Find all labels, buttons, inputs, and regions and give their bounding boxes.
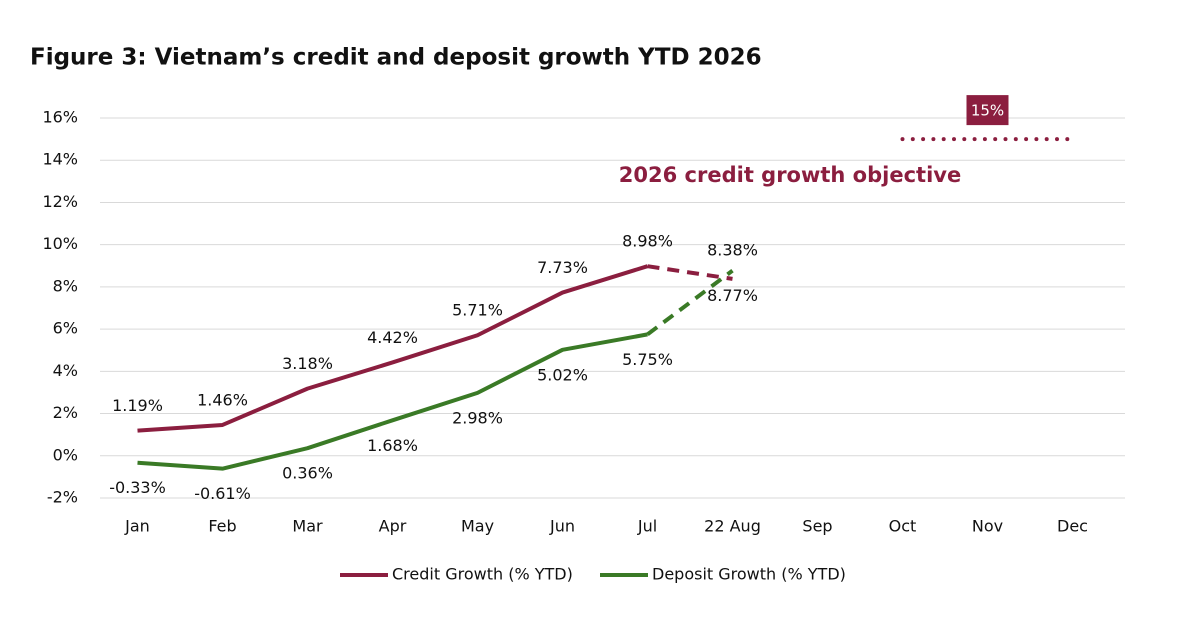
data-label: -0.33% (109, 478, 166, 497)
x-tick-label: Feb (208, 517, 236, 536)
x-tick-label: Jun (549, 517, 575, 536)
x-tick-label: 22 Aug (704, 517, 761, 536)
y-tick-label: -2% (47, 488, 78, 507)
series-line (137, 264, 649, 433)
y-tick-label: 12% (42, 192, 78, 211)
x-tick-label: Nov (972, 517, 1003, 536)
series-line (137, 332, 648, 471)
target-label-box (966, 95, 1009, 126)
data-label: 7.73% (537, 258, 588, 277)
y-tick-label: 14% (42, 150, 78, 169)
series-line (647, 264, 733, 281)
y-tick-label: 8% (53, 276, 78, 295)
y-tick-label: 16% (42, 108, 78, 127)
data-label: 0.36% (282, 464, 333, 483)
data-label: -0.61% (194, 484, 251, 503)
data-label: 5.02% (537, 365, 588, 384)
data-label: 5.75% (622, 350, 673, 369)
data-label: 5.71% (452, 301, 503, 320)
data-label: 2.98% (452, 408, 503, 427)
y-tick-label: 6% (53, 319, 78, 338)
target-label: 15% (971, 102, 1004, 120)
target-annotation: 2026 credit growth objective (619, 163, 961, 187)
data-label: 1.68% (367, 436, 418, 455)
data-label: 1.46% (197, 390, 248, 409)
y-tick-label: 2% (53, 403, 78, 422)
x-tick-label: Apr (379, 517, 407, 536)
data-label: 8.98% (622, 232, 673, 251)
x-tick-label: Dec (1057, 517, 1088, 536)
x-tick-label: Oct (889, 517, 917, 536)
x-tick-label: Sep (802, 517, 832, 536)
x-tick-label: Mar (292, 517, 323, 536)
x-tick-label: May (461, 517, 494, 536)
data-label: 4.42% (367, 328, 418, 347)
legend-label: Credit Growth (% YTD) (392, 565, 573, 584)
series-line (646, 269, 734, 336)
data-label: 8.77% (707, 286, 758, 305)
y-tick-label: 10% (42, 234, 78, 253)
x-tick-label: Jul (637, 517, 657, 536)
data-label: 8.38% (707, 240, 758, 259)
data-label: 1.19% (112, 396, 163, 415)
x-tick-label: Jan (124, 517, 150, 536)
chart-title: Figure 3: Vietnam’s credit and deposit g… (30, 45, 762, 71)
y-tick-label: 0% (53, 445, 78, 464)
legend-label: Deposit Growth (% YTD) (652, 565, 846, 584)
data-label: 3.18% (282, 354, 333, 373)
y-tick-label: 4% (53, 361, 78, 380)
